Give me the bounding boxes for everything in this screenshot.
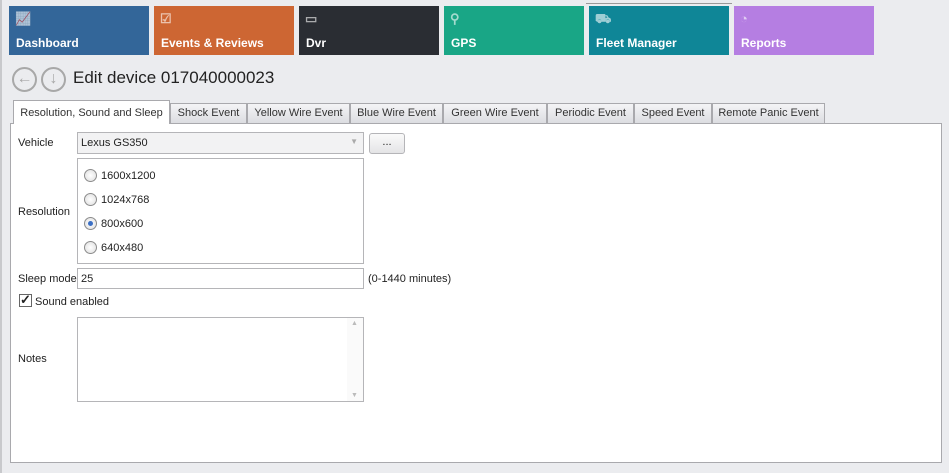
- back-button[interactable]: ←: [12, 67, 37, 92]
- tab-speed-event[interactable]: Speed Event: [634, 103, 712, 124]
- sleep-mode-input[interactable]: 25: [77, 268, 364, 289]
- tab-periodic-event[interactable]: Periodic Event: [547, 103, 634, 124]
- sleep-mode-label: Sleep mode: [18, 273, 77, 285]
- browse-vehicle-button[interactable]: ...: [369, 133, 405, 154]
- radio-1024x768[interactable]: [84, 193, 97, 206]
- chart-line-icon: 📈: [15, 11, 32, 26]
- vehicle-value: Lexus GS350: [81, 137, 148, 149]
- tile-label: Events & Reviews: [161, 36, 264, 50]
- radio-label-1024x768: 1024x768: [101, 194, 150, 206]
- dvr-merge-icon: ▭: [305, 11, 318, 26]
- radio-label-1600x1200: 1600x1200: [101, 170, 156, 182]
- tab-blue-wire-event[interactable]: Blue Wire Event: [350, 103, 443, 124]
- tile-label: Dvr: [306, 36, 327, 50]
- nav-tile-reports[interactable]: ◔ Reports: [734, 6, 874, 55]
- scroll-down-icon: ▼: [351, 392, 358, 399]
- sleep-mode-hint: (0-1440 minutes): [368, 273, 452, 285]
- map-pin-icon: ⚲: [450, 11, 460, 26]
- tab-green-wire-event[interactable]: Green Wire Event: [443, 103, 547, 124]
- pie-chart-icon: ◔: [740, 11, 748, 26]
- nav-tile-events-reviews[interactable]: ☑ Events & Reviews: [154, 6, 294, 55]
- nav-tile-gps[interactable]: ⚲ GPS: [444, 6, 584, 55]
- selected-tile-indicator: [586, 3, 732, 4]
- tile-label: Reports: [741, 36, 787, 50]
- vehicle-select[interactable]: Lexus GS350 ▼: [77, 132, 364, 154]
- tab-shock-event[interactable]: Shock Event: [170, 103, 247, 124]
- sleep-mode-value: 25: [81, 273, 94, 285]
- chevron-down-icon: ▼: [350, 137, 358, 146]
- down-button[interactable]: ↓: [41, 67, 66, 92]
- tab-resolution-sound-and-sleep[interactable]: Resolution, Sound and Sleep: [13, 100, 170, 124]
- clipboard-check-icon: ☑: [160, 11, 172, 26]
- nav-tile-dvr[interactable]: ▭ Dvr: [299, 6, 439, 55]
- nav-tile-dashboard[interactable]: 📈 Dashboard: [9, 6, 149, 55]
- resolution-label: Resolution: [18, 206, 70, 218]
- cars-icon: ⛟: [595, 11, 612, 26]
- tile-label: Fleet Manager: [596, 36, 677, 50]
- arrow-down-icon: ↓: [49, 70, 58, 87]
- vehicle-label: Vehicle: [18, 137, 54, 149]
- scroll-up-icon: ▲: [351, 320, 358, 327]
- arrow-left-icon: ←: [16, 70, 33, 87]
- sound-enabled-label: Sound enabled: [35, 296, 110, 308]
- notes-scrollbar[interactable]: ▲ ▼: [347, 318, 363, 401]
- notes-label: Notes: [18, 353, 47, 365]
- radio-label-800x600: 800x600: [101, 218, 144, 230]
- tile-label: Dashboard: [16, 36, 79, 50]
- tab-remote-panic-event[interactable]: Remote Panic Event: [712, 103, 825, 124]
- nav-tile-fleet-manager[interactable]: ⛟ Fleet Manager: [589, 6, 729, 55]
- radio-label-640x480: 640x480: [101, 242, 144, 254]
- radio-640x480[interactable]: [84, 241, 97, 254]
- radio-800x600[interactable]: [84, 217, 97, 230]
- tab-yellow-wire-event[interactable]: Yellow Wire Event: [247, 103, 350, 124]
- tile-label: GPS: [451, 36, 477, 50]
- tab-panel: Vehicle Lexus GS350 ▼ ... Resolution 160…: [10, 123, 942, 463]
- notes-textarea[interactable]: ▲ ▼: [77, 317, 364, 402]
- sound-enabled-checkbox[interactable]: ✓: [19, 292, 32, 307]
- resolution-group: 1600x1200 1024x768 800x600 640x480: [77, 158, 364, 264]
- radio-1600x1200[interactable]: [84, 169, 97, 182]
- page-title: Edit device 017040000023: [73, 68, 275, 87]
- checkmark-icon: ✓: [20, 292, 31, 307]
